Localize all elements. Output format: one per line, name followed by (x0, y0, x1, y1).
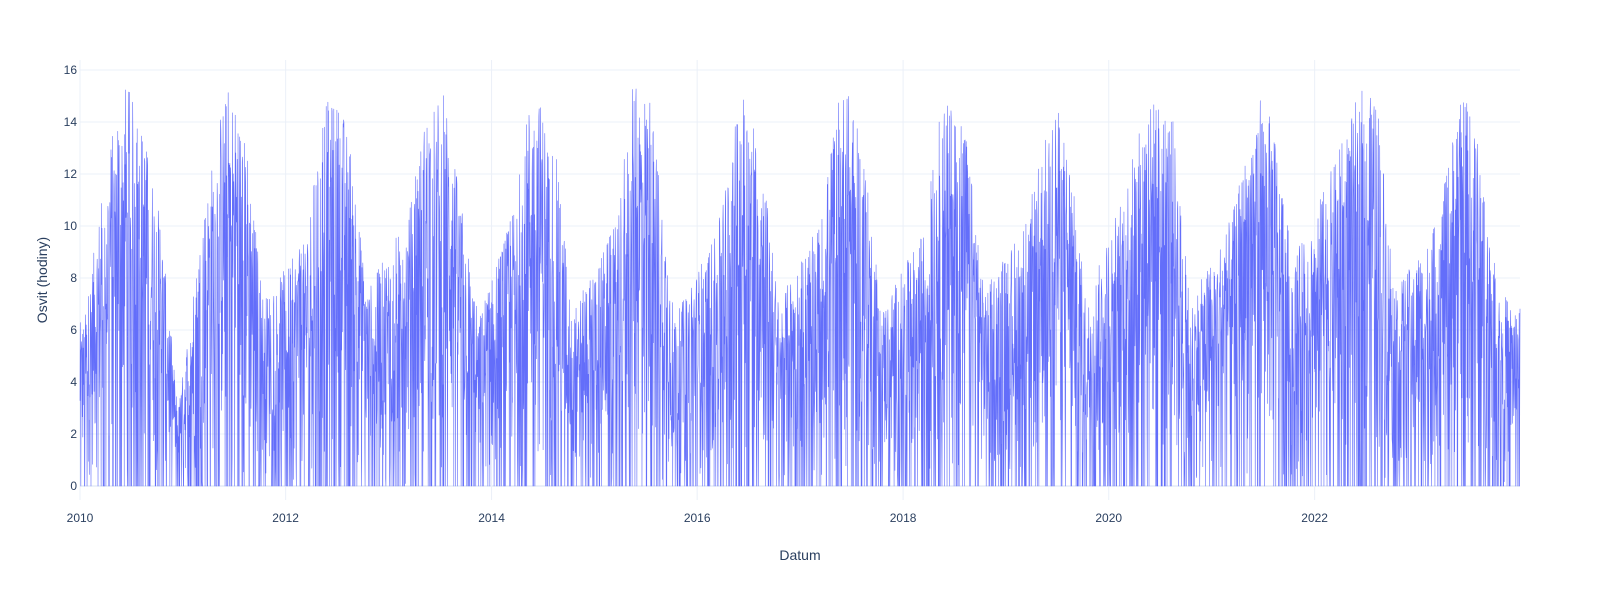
y-tick-label: 8 (70, 271, 77, 285)
x-tick-label: 2022 (1301, 511, 1328, 525)
axes: 0 2 4 6 8 10 12 14 16 2010 2012 2014 2016 2018 2020 202… (64, 63, 1329, 525)
x-tick-label: 2016 (684, 511, 711, 525)
y-tick-label: 12 (64, 167, 78, 181)
y-axis-title: Osvit (hodiny) (34, 237, 50, 323)
y-tick-label: 6 (70, 323, 77, 337)
y-tick-label: 16 (64, 63, 78, 77)
series-layer (79, 88, 1521, 487)
x-tick-label: 2020 (1095, 511, 1122, 525)
y-tick-label: 4 (70, 375, 77, 389)
x-tick-label: 2012 (272, 511, 299, 525)
x-tick-label: 2018 (890, 511, 917, 525)
x-axis-title: Datum (779, 547, 820, 563)
series-line (79, 88, 1521, 487)
y-tick-label: 2 (70, 427, 77, 441)
y-tick-label: 10 (64, 219, 78, 233)
y-tick-label: 14 (64, 115, 78, 129)
x-tick-label: 2010 (67, 511, 94, 525)
y-tick-label: 0 (70, 479, 77, 493)
x-tick-label: 2014 (478, 511, 505, 525)
